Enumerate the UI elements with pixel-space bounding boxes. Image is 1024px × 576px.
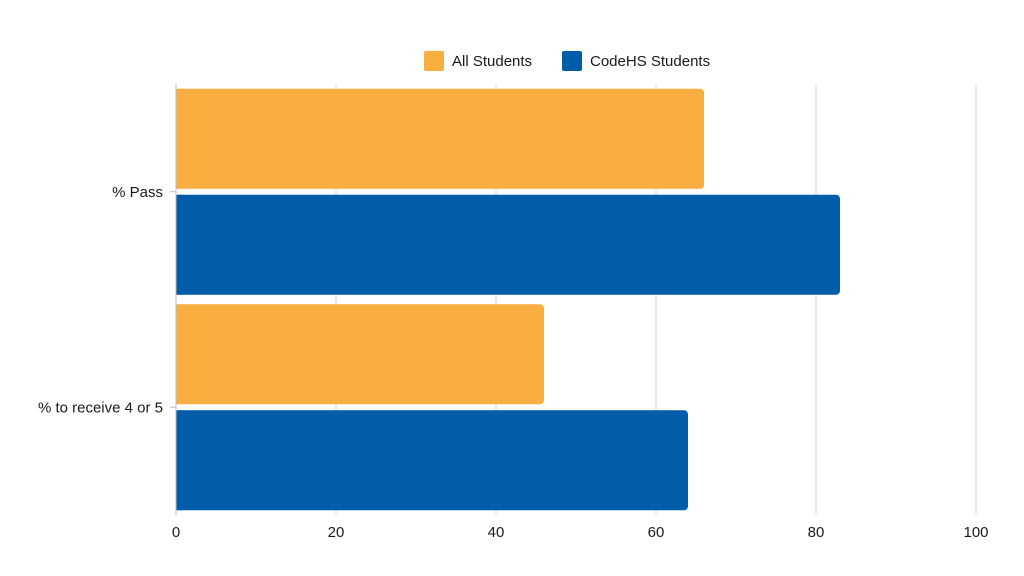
bar (176, 88, 704, 189)
category-label: % to receive 4 or 5 (38, 399, 163, 416)
x-tick-label: 100 (963, 524, 988, 541)
x-tick-label: 20 (328, 524, 345, 541)
legend-swatch (562, 51, 582, 71)
x-tick-label: 60 (648, 524, 665, 541)
x-tick-label: 0 (172, 524, 180, 541)
bar-edge (176, 410, 182, 511)
legend-swatch (424, 51, 444, 71)
legend-label: All Students (452, 53, 532, 70)
category-label: % Pass (112, 184, 163, 201)
x-tick-label: 80 (808, 524, 825, 541)
bar-edge (176, 304, 182, 405)
bars (176, 88, 840, 511)
bar (176, 304, 544, 405)
axes: 0 20 40 60 80 100 % Pass % to receive 4 or 5 (38, 84, 989, 541)
x-tick-label: 40 (488, 524, 505, 541)
legend: All Students CodeHS Students (424, 51, 710, 71)
bar (176, 410, 688, 511)
bar-edge (176, 194, 182, 295)
bar-edge (176, 88, 182, 189)
legend-label: CodeHS Students (590, 53, 710, 70)
bar (176, 194, 840, 295)
